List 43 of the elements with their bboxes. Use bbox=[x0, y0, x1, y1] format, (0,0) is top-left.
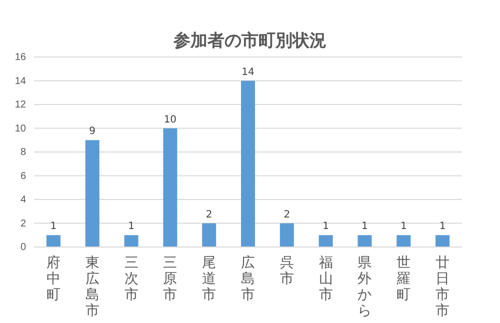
x-tick-label: 県外から bbox=[358, 254, 372, 318]
x-tick-label: 福山市 bbox=[318, 254, 333, 302]
bar bbox=[85, 140, 100, 247]
data-label: 1 bbox=[128, 221, 134, 232]
bar bbox=[358, 235, 372, 247]
x-tick-label: 三原市 bbox=[163, 254, 178, 302]
x-tick-label: 三次市 bbox=[124, 254, 138, 302]
x-tick-label: 尾道市 bbox=[202, 254, 216, 302]
y-tick-label: 14 bbox=[14, 76, 26, 87]
data-label: 1 bbox=[400, 221, 407, 232]
x-tick-label: 呉市 bbox=[280, 254, 294, 286]
y-tick-label: 0 bbox=[20, 242, 26, 254]
y-tick-label: 2 bbox=[20, 218, 26, 230]
y-tick-label: 8 bbox=[20, 147, 26, 158]
bar bbox=[202, 223, 216, 247]
y-tick-label: 12 bbox=[14, 100, 26, 111]
bar bbox=[436, 235, 450, 247]
chart-title: 参加者の市町別状況 bbox=[172, 31, 326, 51]
x-tick-label: 東広島市 bbox=[85, 254, 100, 318]
y-tick-label: 4 bbox=[20, 194, 26, 206]
bar bbox=[318, 235, 333, 247]
x-tick-label: 廿日市市 bbox=[436, 254, 450, 318]
data-label: 2 bbox=[206, 209, 212, 220]
data-label: 9 bbox=[89, 126, 96, 138]
y-tick-label: 6 bbox=[20, 170, 26, 182]
data-label: 2 bbox=[284, 209, 290, 220]
bar bbox=[124, 235, 138, 247]
data-label: 1 bbox=[439, 221, 446, 232]
x-tick-label: 府中町 bbox=[46, 254, 60, 302]
bar bbox=[240, 80, 256, 247]
y-tick-label: 16 bbox=[14, 52, 26, 64]
data-label: 1 bbox=[362, 221, 368, 232]
data-label: 10 bbox=[164, 114, 177, 126]
bar bbox=[46, 235, 60, 247]
x-tick-label: 世羅町 bbox=[396, 254, 411, 302]
bar bbox=[280, 223, 294, 247]
y-tick-label: 10 bbox=[14, 123, 26, 134]
bar bbox=[396, 235, 411, 247]
data-label: 1 bbox=[322, 221, 330, 232]
bar bbox=[163, 128, 178, 247]
data-label: 14 bbox=[242, 66, 254, 78]
x-tick-label: 広島市 bbox=[241, 254, 255, 302]
data-label: 1 bbox=[50, 221, 57, 232]
